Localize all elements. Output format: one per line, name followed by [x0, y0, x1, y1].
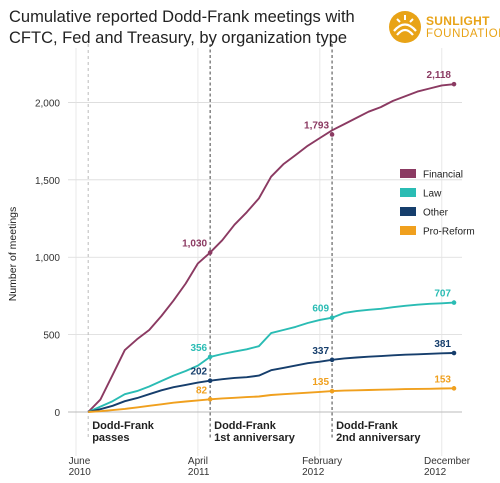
y-axis-label: Number of meetings — [7, 207, 19, 302]
chart-title: Cumulative reported Dodd-Frank meetings … — [9, 8, 355, 47]
y-tick-label: 1,500 — [35, 176, 60, 187]
x-tick-year: 2012 — [302, 467, 325, 478]
data-point-marker — [451, 386, 457, 391]
x-tick-label: June — [69, 456, 91, 467]
x-tick-label: December — [424, 456, 471, 467]
legend-label: Other — [423, 208, 449, 219]
legend-label: Financial — [423, 170, 463, 181]
data-point-marker — [329, 388, 335, 394]
annotation-subtitle: 2nd anniversary — [336, 432, 421, 444]
series-line-financial — [87, 83, 455, 413]
annotation-title: Dodd-Frank — [92, 420, 155, 432]
data-label: 202 — [190, 367, 207, 378]
annotation-subtitle: 1st anniversary — [214, 432, 296, 444]
legend-label: Law — [423, 189, 442, 200]
logo-line-1: SUNLIGHT — [426, 14, 490, 28]
data-label: 337 — [312, 346, 329, 357]
data-label: 1,793 — [304, 120, 329, 131]
logo-line-2: FOUNDATION — [426, 28, 500, 40]
y-tick-label: 0 — [54, 408, 60, 419]
legend-swatch — [400, 188, 416, 197]
data-point-marker — [207, 250, 213, 255]
data-point-marker — [329, 132, 335, 137]
sunlight-logo: SUNLIGHT FOUNDATION — [388, 10, 500, 44]
data-label: 609 — [312, 304, 329, 315]
legend-swatch — [400, 226, 416, 235]
series-line-pro-reform — [88, 387, 455, 413]
data-label: 135 — [312, 377, 329, 388]
data-label: 2,118 — [427, 70, 452, 81]
legend-label: Pro-Reform — [423, 227, 475, 238]
data-point-marker — [451, 81, 457, 87]
x-tick-label: February — [302, 456, 342, 467]
x-tick-year: 2010 — [69, 467, 92, 478]
data-point-marker — [329, 357, 335, 363]
data-label: 153 — [434, 374, 451, 385]
data-label: 356 — [190, 343, 207, 354]
x-tick-year: 2012 — [424, 467, 447, 478]
y-tick-label: 2,000 — [35, 98, 60, 109]
data-label: 1,030 — [182, 239, 207, 250]
data-label: 707 — [434, 289, 451, 300]
legend-swatch — [400, 207, 416, 216]
data-label: 82 — [196, 385, 208, 396]
data-point-marker — [207, 378, 213, 384]
series-line-law — [87, 301, 455, 413]
legend-swatch — [400, 169, 416, 178]
annotation-title: Dodd-Frank — [336, 420, 399, 432]
x-tick-label: April — [188, 456, 208, 467]
x-tick-year: 2011 — [188, 467, 210, 478]
data-label: 381 — [434, 339, 451, 350]
series-line-other — [87, 352, 455, 413]
data-point-marker — [329, 315, 335, 321]
sun-logo-icon — [389, 11, 421, 43]
y-tick-label: 1,000 — [35, 253, 60, 264]
data-point-marker — [451, 350, 457, 356]
data-point-marker — [207, 397, 213, 402]
annotation-title: Dodd-Frank — [214, 420, 277, 432]
data-point-marker — [451, 300, 457, 305]
y-tick-label: 500 — [43, 331, 60, 342]
annotation-subtitle: passes — [92, 432, 129, 444]
data-point-marker — [207, 354, 213, 360]
